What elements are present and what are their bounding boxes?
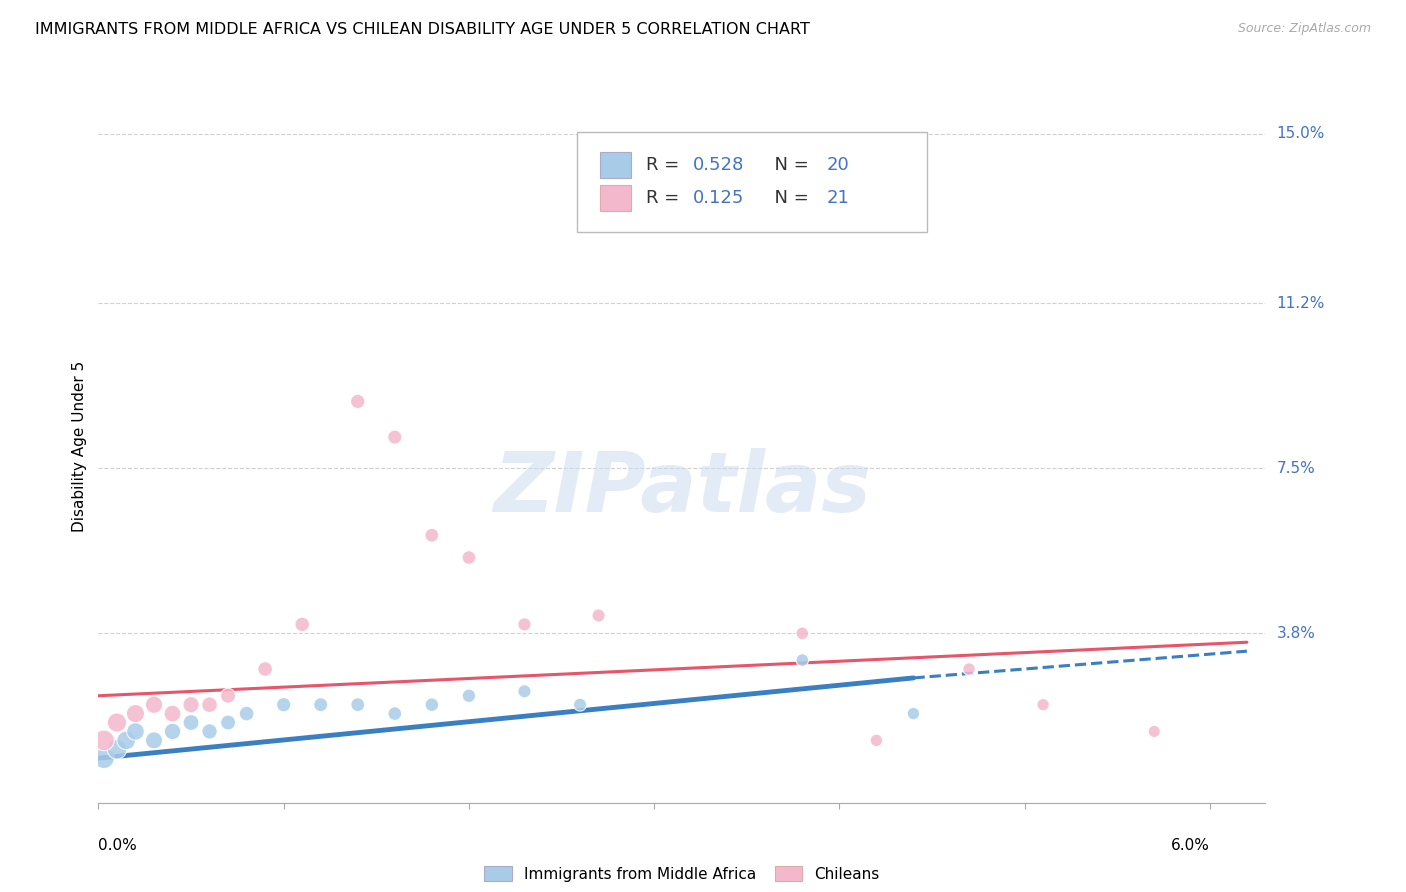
Text: 21: 21: [827, 189, 851, 207]
Point: [384, 706, 406, 721]
Text: 6.0%: 6.0%: [1171, 838, 1209, 854]
Legend: Immigrants from Middle Africa, Chileans: Immigrants from Middle Africa, Chileans: [478, 860, 886, 888]
Point: [457, 689, 479, 703]
Point: [115, 733, 138, 747]
Point: [792, 653, 814, 667]
Point: [420, 698, 443, 712]
Point: [180, 698, 202, 712]
FancyBboxPatch shape: [600, 185, 631, 211]
Point: [105, 715, 128, 730]
Point: [198, 724, 221, 739]
Point: [291, 617, 314, 632]
Point: [346, 394, 368, 409]
Point: [124, 724, 146, 739]
FancyBboxPatch shape: [576, 132, 927, 232]
Point: [217, 715, 239, 730]
Point: [792, 626, 814, 640]
Point: [162, 706, 184, 721]
Y-axis label: Disability Age Under 5: Disability Age Under 5: [72, 360, 87, 532]
Text: 15.0%: 15.0%: [1277, 127, 1324, 141]
Text: 0.0%: 0.0%: [98, 838, 138, 854]
Text: R =: R =: [647, 189, 685, 207]
FancyBboxPatch shape: [600, 152, 631, 178]
Text: ZIPatlas: ZIPatlas: [494, 449, 870, 529]
Text: 0.125: 0.125: [693, 189, 744, 207]
Point: [124, 706, 146, 721]
Point: [162, 724, 184, 739]
Point: [420, 528, 443, 542]
Point: [235, 706, 257, 721]
Point: [513, 617, 536, 632]
Point: [180, 715, 202, 730]
Point: [93, 751, 115, 765]
Point: [384, 430, 406, 444]
Point: [346, 698, 368, 712]
Point: [217, 689, 239, 703]
Text: N =: N =: [763, 189, 814, 207]
Point: [569, 698, 592, 712]
Point: [1032, 698, 1054, 712]
Text: Source: ZipAtlas.com: Source: ZipAtlas.com: [1237, 22, 1371, 36]
Point: [143, 698, 166, 712]
Point: [1143, 724, 1166, 739]
Point: [457, 550, 479, 565]
Point: [105, 742, 128, 756]
Text: 3.8%: 3.8%: [1277, 626, 1316, 640]
Point: [957, 662, 980, 676]
Text: IMMIGRANTS FROM MIDDLE AFRICA VS CHILEAN DISABILITY AGE UNDER 5 CORRELATION CHAR: IMMIGRANTS FROM MIDDLE AFRICA VS CHILEAN…: [35, 22, 810, 37]
Point: [588, 608, 610, 623]
Point: [273, 698, 295, 712]
Point: [865, 733, 887, 747]
Point: [198, 698, 221, 712]
Point: [513, 684, 536, 698]
Point: [143, 733, 166, 747]
Point: [254, 662, 277, 676]
Point: [93, 733, 115, 747]
Text: 11.2%: 11.2%: [1277, 296, 1324, 310]
Text: N =: N =: [763, 156, 814, 174]
Text: 7.5%: 7.5%: [1277, 461, 1315, 475]
Text: 20: 20: [827, 156, 849, 174]
Point: [903, 706, 925, 721]
Point: [309, 698, 332, 712]
Text: R =: R =: [647, 156, 685, 174]
Text: 0.528: 0.528: [693, 156, 744, 174]
